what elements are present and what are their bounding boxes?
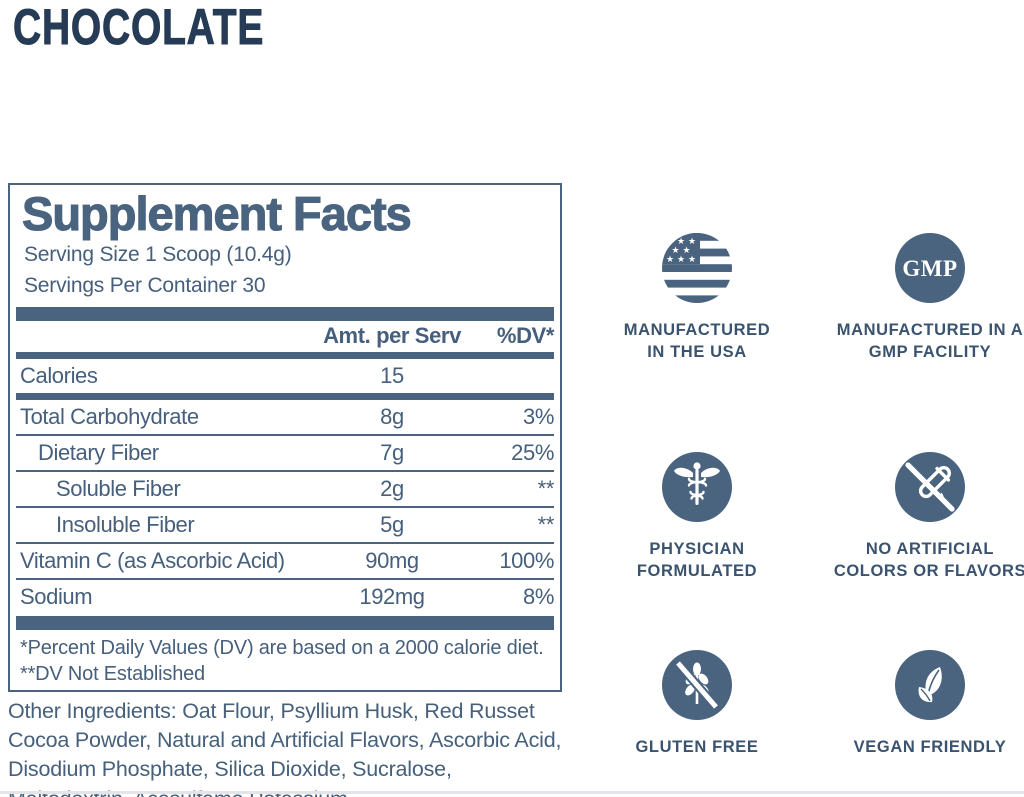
no-artificial-icon bbox=[895, 452, 965, 522]
badge-label: GLUTEN FREE bbox=[595, 736, 799, 758]
other-ingredients-text: Other Ingredients: Oat Flour, Psyllium H… bbox=[8, 699, 562, 797]
badge-label: MANUFACTURED IN THE USA bbox=[595, 319, 799, 364]
row-label: Total Carbohydrate bbox=[20, 403, 199, 429]
badge-label-line: MANUFACTURED bbox=[623, 321, 771, 339]
divider-medium bbox=[16, 392, 554, 400]
svg-text:★: ★ bbox=[671, 246, 679, 256]
row-amount: 5g bbox=[380, 511, 404, 537]
badge-label: NO ARTIFICIAL COLORS OR FLAVORS bbox=[830, 538, 1024, 583]
badge-label: VEGAN FRIENDLY bbox=[830, 736, 1024, 758]
badge-vegan-friendly: VEGAN FRIENDLY bbox=[830, 650, 1024, 758]
row-amount: 7g bbox=[380, 439, 404, 465]
svg-text:★: ★ bbox=[682, 246, 690, 256]
caduceus-icon bbox=[662, 452, 732, 522]
row-amount: 8g bbox=[380, 403, 404, 429]
row-label: Soluble Fiber bbox=[56, 475, 181, 501]
table-row: Insoluble Fiber 5g ** bbox=[16, 508, 554, 542]
table-row: Sodium 192mg 8% bbox=[16, 580, 554, 614]
bottom-divider bbox=[0, 791, 1024, 794]
header-amount: Amt. per Serv bbox=[323, 323, 461, 349]
row-amount: 15 bbox=[380, 362, 404, 388]
svg-text:★: ★ bbox=[666, 255, 674, 265]
servings-per-container: Servings Per Container 30 bbox=[24, 274, 266, 298]
divider-thin bbox=[16, 469, 554, 472]
row-label: Calories bbox=[20, 362, 98, 388]
badge-no-artificial: NO ARTIFICIAL COLORS OR FLAVORS bbox=[830, 452, 1024, 583]
divider-medium bbox=[16, 351, 554, 359]
divider-thin bbox=[16, 505, 554, 508]
badge-gmp-facility: GMP MANUFACTURED IN A GMP FACILITY bbox=[830, 233, 1024, 364]
divider-thin bbox=[16, 577, 554, 580]
supplement-facts-panel: Supplement Facts Serving Size 1 Scoop (1… bbox=[8, 183, 562, 692]
badge-physician-formulated: PHYSICIAN FORMULATED bbox=[595, 452, 799, 583]
vegan-icon bbox=[895, 650, 965, 720]
divider-thick bbox=[16, 306, 554, 321]
row-dv: 100% bbox=[499, 547, 554, 573]
badge-label-line: PHYSICIAN bbox=[649, 540, 745, 558]
row-dv: 3% bbox=[523, 403, 554, 429]
page-title: CHOCOLATE bbox=[13, 0, 265, 56]
table-row: Vitamin C (as Ascorbic Acid) 90mg 100% bbox=[16, 544, 554, 578]
row-amount: 90mg bbox=[365, 547, 419, 573]
header-dv: %DV* bbox=[496, 323, 554, 349]
row-dv: 8% bbox=[523, 583, 554, 609]
footnote-not-established: **DV Not Established bbox=[20, 663, 205, 686]
row-label: Dietary Fiber bbox=[38, 439, 159, 465]
badge-label-line: FORMULATED bbox=[636, 562, 758, 581]
row-amount: 192mg bbox=[359, 583, 425, 609]
badge-label-line: GLUTEN FREE bbox=[635, 738, 759, 756]
svg-text:GMP: GMP bbox=[902, 256, 957, 281]
row-dv: ** bbox=[537, 475, 555, 501]
gmp-icon: GMP bbox=[895, 233, 965, 303]
badge-label-line: NO ARTIFICIAL bbox=[865, 540, 995, 558]
badge-label-line: GMP FACILITY bbox=[868, 343, 992, 362]
row-dv: ** bbox=[537, 511, 555, 537]
svg-text:★: ★ bbox=[688, 255, 696, 265]
badge-label: PHYSICIAN FORMULATED bbox=[595, 538, 799, 583]
badge-label-line: COLORS OR FLAVORS bbox=[833, 562, 1024, 581]
row-label: Sodium bbox=[20, 583, 93, 609]
badge-label-line: MANUFACTURED IN A bbox=[836, 321, 1024, 339]
table-row: Total Carbohydrate 8g 3% bbox=[16, 400, 554, 434]
footnotes: *Percent Daily Values (DV) are based on … bbox=[20, 635, 554, 688]
table-row: Calories 15 bbox=[16, 359, 554, 393]
table-header-row: Amt. per Serv %DV* bbox=[16, 321, 554, 352]
badge-made-in-usa: ★ ★ ★ ★ ★ ★ ★ ★ MANUFACTURED IN THE USA bbox=[595, 233, 799, 364]
usa-flag-icon: ★ ★ ★ ★ ★ ★ ★ ★ bbox=[662, 233, 732, 303]
divider-thick bbox=[16, 615, 554, 630]
badge-label: MANUFACTURED IN A GMP FACILITY bbox=[830, 319, 1024, 364]
row-amount: 2g bbox=[380, 475, 404, 501]
svg-text:★: ★ bbox=[677, 237, 685, 247]
supplement-facts-heading: Supplement Facts bbox=[21, 187, 412, 240]
serving-size: Serving Size 1 Scoop (10.4g) bbox=[24, 243, 292, 267]
gluten-free-icon bbox=[662, 650, 732, 720]
svg-text:★: ★ bbox=[688, 237, 696, 247]
badge-label-line: VEGAN FRIENDLY bbox=[853, 738, 1007, 756]
row-dv: 25% bbox=[511, 439, 554, 465]
row-label: Insoluble Fiber bbox=[56, 511, 195, 537]
table-row: Soluble Fiber 2g ** bbox=[16, 472, 554, 506]
row-label: Vitamin C (as Ascorbic Acid) bbox=[20, 547, 285, 573]
footnote-dv: *Percent Daily Values (DV) are based on … bbox=[20, 636, 544, 659]
badge-label-line: IN THE USA bbox=[647, 343, 747, 362]
divider-thin bbox=[16, 433, 554, 436]
divider-thin bbox=[16, 541, 554, 544]
badge-gluten-free: GLUTEN FREE bbox=[595, 650, 799, 758]
svg-text:★: ★ bbox=[677, 255, 685, 265]
table-row: Dietary Fiber 7g 25% bbox=[16, 436, 554, 470]
